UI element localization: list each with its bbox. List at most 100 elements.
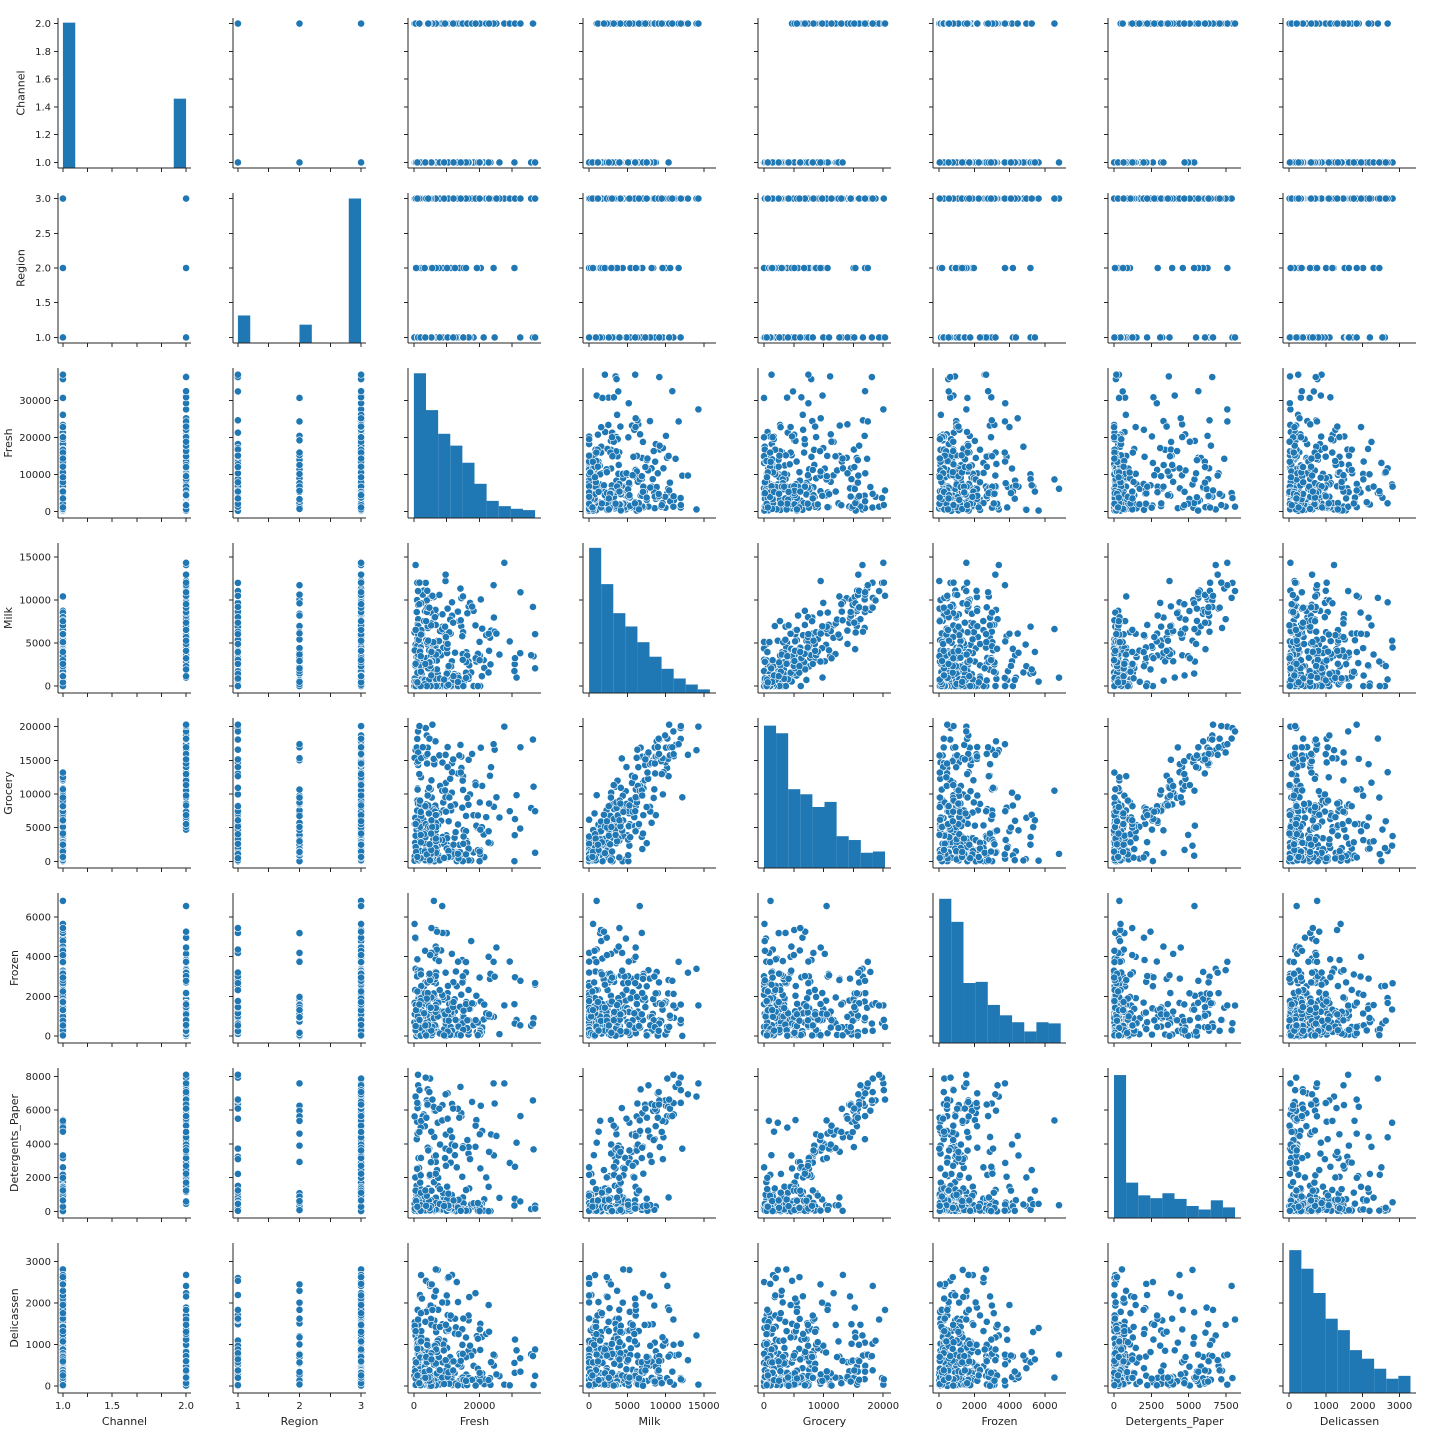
scatter-point <box>1128 333 1137 342</box>
scatter-point <box>441 19 449 28</box>
scatter-point <box>1156 333 1165 342</box>
scatter-point <box>459 333 468 342</box>
scatter-point <box>295 19 304 28</box>
scatter-point <box>415 19 424 28</box>
scatter-point <box>1215 19 1224 28</box>
scatter-point <box>808 333 817 342</box>
panel-channel-vs-detergents-paper <box>1104 18 1241 172</box>
scatter-point <box>846 194 855 203</box>
scatter-point <box>938 264 946 272</box>
scatter-point <box>412 264 420 272</box>
panel-region-vs-channel <box>54 193 191 347</box>
scatter-point <box>1055 158 1063 167</box>
scatter-point <box>510 264 519 272</box>
scatter-point <box>1050 194 1059 203</box>
scatter-point <box>800 19 809 28</box>
scatter-point <box>861 19 869 28</box>
scatter-point <box>631 333 640 342</box>
scatter-point <box>234 19 242 28</box>
scatter-point <box>837 19 846 28</box>
scatter-point <box>1364 19 1373 28</box>
scatter-point <box>615 333 624 342</box>
scatter-point <box>456 194 465 203</box>
scatter-point <box>1026 264 1035 272</box>
scatter-point <box>59 333 67 342</box>
scatter-point <box>658 264 667 272</box>
panel-fresh-vs-channel <box>54 368 191 522</box>
panel-channel-vs-grocery <box>754 18 891 172</box>
scatter-point <box>1110 333 1119 342</box>
scatter-point <box>1349 158 1358 167</box>
scatter-point <box>984 19 993 28</box>
scatter-point <box>976 333 984 342</box>
panel-region-vs-detergents-paper <box>1104 193 1241 347</box>
scatter-point <box>1164 19 1172 28</box>
scatter-point <box>774 158 783 167</box>
scatter-point <box>665 333 674 342</box>
scatter-point <box>604 158 613 167</box>
scatter-point <box>413 158 422 167</box>
scatter-point <box>694 19 703 28</box>
scatter-point <box>991 333 1000 342</box>
scatter-point <box>295 394 304 402</box>
scatter-point <box>1192 333 1200 342</box>
scatter-point <box>59 423 67 431</box>
scatter-point <box>777 264 786 272</box>
scatter-point <box>624 158 633 167</box>
scatter-point <box>1365 333 1374 342</box>
scatter-point <box>1001 19 1009 28</box>
scatter-point <box>850 333 859 342</box>
scatter-point <box>357 19 365 28</box>
scatter-point <box>1345 333 1353 342</box>
scatter-point <box>863 264 872 272</box>
scatter-point <box>234 370 242 379</box>
scatter-point <box>1118 19 1127 28</box>
scatter-point <box>1027 19 1036 28</box>
scatter-point <box>965 194 974 203</box>
scatter-point <box>234 428 242 437</box>
scatter-point <box>1135 19 1144 28</box>
scatter-point <box>823 264 832 272</box>
scatter-point <box>655 333 664 342</box>
scatter-point <box>295 417 304 426</box>
scatter-point <box>59 503 67 512</box>
scatter-point <box>1328 264 1337 272</box>
scatter-point <box>1352 333 1361 342</box>
scatter-point <box>591 333 600 342</box>
scatter-point <box>790 264 799 272</box>
scatter-point <box>664 158 673 167</box>
scatter-point <box>657 19 666 28</box>
scatter-point <box>1119 194 1128 203</box>
scatter-point <box>59 454 67 463</box>
scatter-point <box>1344 264 1353 272</box>
scatter-point <box>600 264 609 272</box>
scatter-point <box>816 264 825 272</box>
scatter-point <box>615 158 624 167</box>
scatter-point <box>1007 194 1015 203</box>
scatter-point <box>59 462 67 471</box>
scatter-point <box>647 264 656 272</box>
scatter-point <box>851 264 860 272</box>
scatter-point <box>234 451 242 460</box>
scatter-point <box>440 194 449 203</box>
scatter-point <box>1007 158 1015 167</box>
scatter-point <box>1333 19 1342 28</box>
scatter-point <box>945 19 953 28</box>
scatter-point <box>1139 158 1148 167</box>
scatter-point <box>440 158 449 167</box>
scatter-point <box>1333 194 1342 203</box>
scatter-point <box>59 473 67 482</box>
scatter-point <box>59 494 67 503</box>
scatter-point <box>475 158 484 167</box>
scatter-point <box>1286 333 1294 342</box>
scatter-point <box>1365 194 1374 203</box>
scatter-point <box>1292 333 1301 342</box>
scatter-point <box>838 158 847 167</box>
scatter-point <box>763 158 772 167</box>
scatter-point <box>59 264 67 272</box>
scatter-point <box>1383 19 1392 28</box>
scatter-point <box>1357 194 1365 203</box>
scatter-point <box>616 19 625 28</box>
scatter-point <box>974 158 983 167</box>
scatter-point <box>531 194 540 203</box>
